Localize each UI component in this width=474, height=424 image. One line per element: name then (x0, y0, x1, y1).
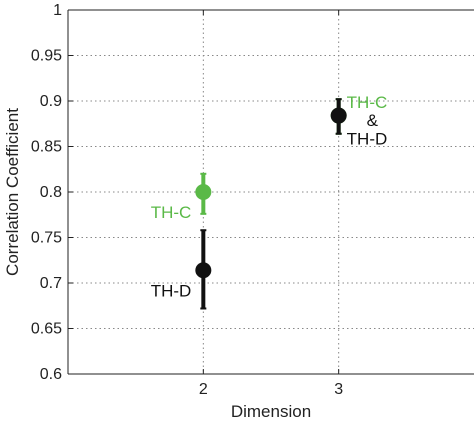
annotation-th-d: TH-D (151, 281, 192, 300)
y-tick-label: 0.9 (40, 93, 62, 110)
annotations: TH-CTH-DTH-C&TH-D (151, 93, 388, 300)
y-tick-label: 0.65 (31, 321, 62, 338)
annotation-th-c: TH-C (151, 203, 192, 222)
x-axis-label: Dimension (231, 402, 311, 421)
y-tick-label: 0.7 (40, 275, 62, 292)
annotation-ampersand: & (367, 111, 379, 130)
y-tick-label: 0.75 (31, 230, 62, 247)
x-tick-label: 3 (334, 381, 343, 398)
th-c-point (195, 184, 212, 200)
x-tick-label: 2 (199, 381, 208, 398)
th-d-point (195, 262, 212, 279)
grid-lines (68, 10, 474, 374)
y-tick-label: 0.95 (31, 48, 62, 65)
tick-labels: 0.6 0.65 0.7 0.75 0.8 0.85 0.9 0.95 1 2 3 (31, 2, 343, 398)
y-axis-label: Correlation Coefficient (3, 108, 22, 276)
annotation-th-d: TH-D (347, 129, 388, 148)
y-tick-label: 0.6 (40, 366, 62, 383)
axes (67, 9, 474, 375)
y-tick-label: 1 (53, 2, 62, 19)
th-d-point (330, 107, 347, 124)
y-tick-label: 0.85 (31, 139, 62, 156)
annotation-th-c: TH-C (347, 93, 388, 112)
y-tick-label: 0.8 (40, 184, 62, 201)
data-marks (195, 98, 347, 310)
